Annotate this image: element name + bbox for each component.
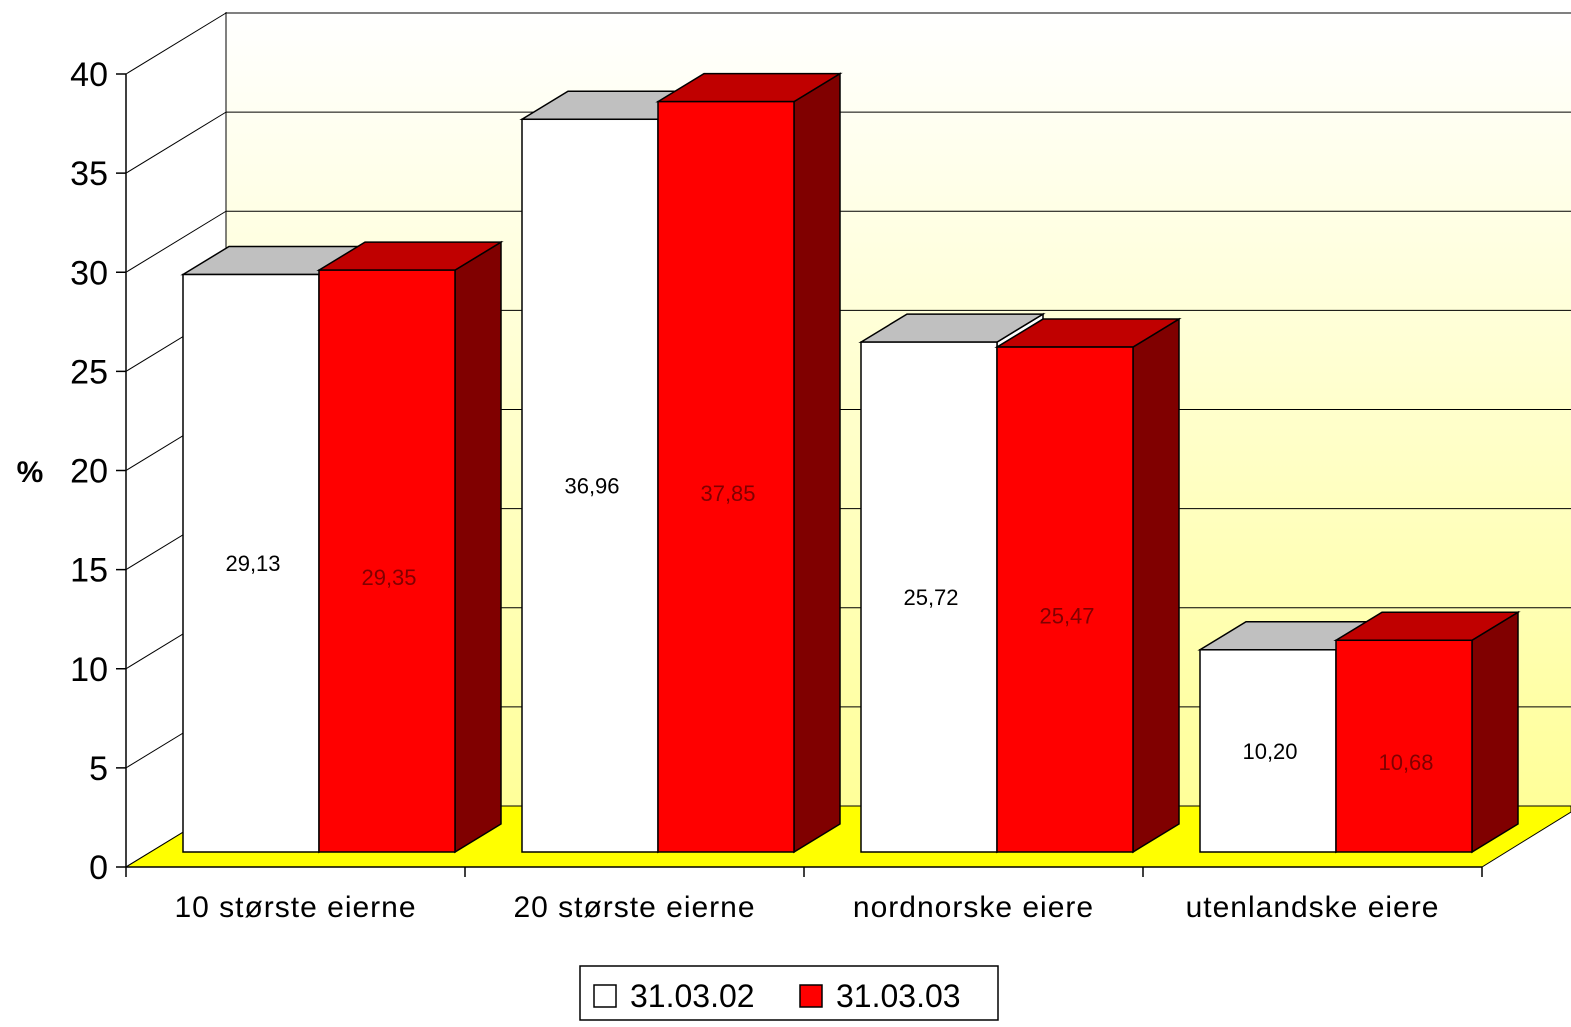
data-label: 25,47 (1039, 604, 1094, 629)
bar-side (1132, 317, 1180, 854)
y-tick-label: 25 (70, 353, 108, 391)
y-tick-label: 10 (70, 651, 108, 689)
bar (316, 240, 504, 854)
data-label: 29,13 (225, 551, 280, 576)
gridline-diagonal (125, 111, 227, 174)
legend-label: 31.03.02 (630, 978, 755, 1014)
data-label: 10,68 (1378, 750, 1433, 775)
bars (180, 72, 1521, 854)
y-tick-label: 40 (70, 56, 108, 94)
legend-label: 31.03.03 (836, 978, 961, 1014)
y-tick-label: 30 (70, 254, 108, 292)
x-tick-label: utenlandske eiere (1186, 891, 1440, 924)
bar-front (1199, 649, 1337, 853)
gridline-diagonal (125, 12, 227, 75)
legend-swatch (593, 984, 617, 1008)
bar-front (521, 118, 659, 853)
y-tick-label: 15 (70, 552, 108, 590)
legend: 31.03.02 31.03.03 (579, 965, 999, 1021)
y-axis-label: % (17, 456, 44, 489)
x-tick-label: 10 største eierne (174, 891, 416, 924)
bar-front (860, 341, 998, 853)
x-tick-label: nordnorske eiere (853, 891, 1094, 924)
y-tick-label: 20 (70, 453, 108, 491)
bar-front (182, 273, 320, 853)
data-label: 37,85 (700, 481, 755, 506)
data-labels: 29,13 29,35 36,96 37,85 25,72 25,47 10,20 10,68 (225, 474, 1433, 776)
data-label: 25,72 (903, 585, 958, 610)
bar (994, 317, 1182, 854)
legend-box (579, 965, 999, 1021)
axes: 0 5 10 15 20 25 30 35 40 10 største eierne 20 stør… (17, 56, 1483, 924)
data-label: 36,96 (564, 474, 619, 499)
bar-front (1335, 639, 1473, 853)
bar-front (657, 100, 795, 853)
y-tick-label: 0 (89, 849, 108, 887)
legend-swatch (799, 984, 823, 1008)
data-label: 29,35 (361, 565, 416, 590)
data-label: 10,20 (1242, 739, 1297, 764)
x-tick-label: 20 største eierne (513, 891, 755, 924)
bar-side (454, 240, 502, 854)
bar-side (1471, 610, 1519, 854)
bar (1333, 610, 1521, 854)
bar-front (318, 269, 456, 853)
bar (655, 72, 843, 854)
y-tick-label: 5 (89, 750, 108, 788)
y-tick-label: 35 (70, 155, 108, 193)
gridline-diagonal (125, 210, 227, 273)
bar-side (793, 72, 841, 854)
bar-front (996, 346, 1134, 853)
